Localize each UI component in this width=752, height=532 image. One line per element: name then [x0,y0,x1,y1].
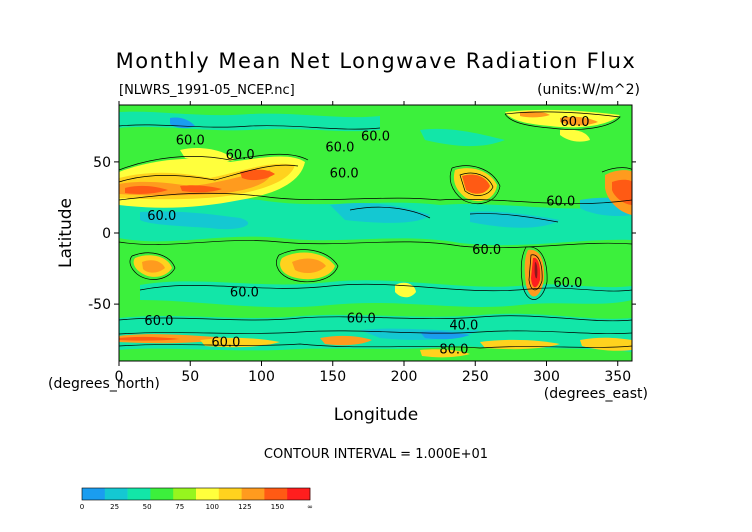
colorbar-tick-label: 50 [143,503,152,511]
colorbar-swatch [196,488,220,500]
sh-australia-hotspot-core [292,258,326,274]
antarctic-hot-streak [420,349,470,358]
contour-label: 60.0 [361,129,390,144]
contour-label: 40.0 [449,318,478,333]
colorbar-swatch [287,488,311,500]
colorbar-swatch [82,488,106,500]
chart-title: Monthly Mean Net Longwave Radiation Flux [116,49,637,73]
nh-high-lat-orange [560,116,598,126]
sh-africa-hotspot-core [142,260,165,273]
contour-label: 60.0 [472,243,501,258]
contour-label: 60.0 [330,166,359,181]
contour-label: 60.0 [561,115,590,130]
arctic-band [420,128,505,147]
antarctic-hot-streak [320,335,372,346]
nh-high-lat-orange [520,111,550,118]
colorbar: 0 25 50 75 100 125 150 ∞ [80,487,313,511]
x-tick-label: 150 [319,369,346,385]
contour-lines [119,111,632,349]
contour-label: 60.0 [230,286,259,301]
tropical-core [330,203,430,223]
x-unit-label: (degrees_east) [544,386,648,402]
x-tick-label: 100 [248,369,275,385]
y-axis: 50 0 -50 [88,155,636,313]
colorbar-swatch [150,488,174,500]
x-axis: 0 50 100 150 200 250 300 350 [115,101,631,385]
colorbar-tick-label: 75 [175,503,184,511]
contour-label: 60.0 [144,314,173,329]
contour-label: 60.0 [347,311,376,326]
tropical-core [470,211,560,228]
colorbar-swatch [241,488,265,500]
plot-field [119,105,632,361]
nh-desert-hot [240,169,275,181]
antarctic-deep [420,331,470,340]
x-tick-label: 200 [391,369,418,385]
y-tick-label: -50 [88,297,111,313]
contour-label: 60.0 [226,148,255,163]
units-label: (units:W/m^2) [537,82,640,98]
x-tick-label: 350 [604,369,631,385]
contour-label: 60.0 [325,141,354,156]
colorbar-swatch [127,488,151,500]
colorbar-tick-label: 100 [206,503,219,511]
x-tick-label: 50 [181,369,199,385]
x-tick-label: 300 [533,369,560,385]
nh-yellow-patch [560,129,590,142]
file-label: [NLWRS_1991-05_NCEP.nc] [119,83,295,98]
southern-band [140,280,632,308]
x-tick-label: 0 [115,369,124,385]
contour-label: 60.0 [553,276,582,291]
colorbar-tick-label: 125 [238,503,251,511]
colorbar-tick-label: 150 [271,503,284,511]
y-tick-label: 0 [102,226,111,242]
contour-interval-label: CONTOUR INTERVAL = 1.000E+01 [264,447,488,462]
colorbar-swatch [218,488,242,500]
andes-hotspot-peak [534,262,538,279]
colorbar-frame [81,487,311,501]
y-unit-label: (degrees_north) [48,376,160,392]
contour-label: 60.0 [546,195,575,210]
contour-label: 60.0 [211,336,240,351]
colorbar-swatch [104,488,128,500]
tropical-core [140,211,249,230]
antarctic-hot-streak-core [119,336,180,341]
colorbar-swatch [264,488,288,500]
nh-desert-hot [180,185,222,193]
colorbar-tick-label: ∞ [307,503,313,511]
na-hotspot-core [462,174,490,194]
contour-labels: 60.0 60.0 60.0 60.0 60.0 60.0 60.0 60.0 60.0 60.0… [144,115,589,358]
contour-label: 80.0 [439,343,468,358]
colorbar-swatch [173,488,197,500]
colorbar-tick-label: 0 [80,503,84,511]
colorbar-tick-label: 25 [110,503,119,511]
right-edge-hotspot-core [612,179,632,205]
x-axis-label: Longitude [334,405,419,425]
contour-label: 60.0 [147,209,176,224]
nh-desert-hot [125,185,168,194]
y-tick-label: 50 [93,155,111,171]
x-tick-label: 250 [462,369,489,385]
y-axis-label: Latitude [56,198,76,268]
contour-label: 60.0 [176,134,205,149]
